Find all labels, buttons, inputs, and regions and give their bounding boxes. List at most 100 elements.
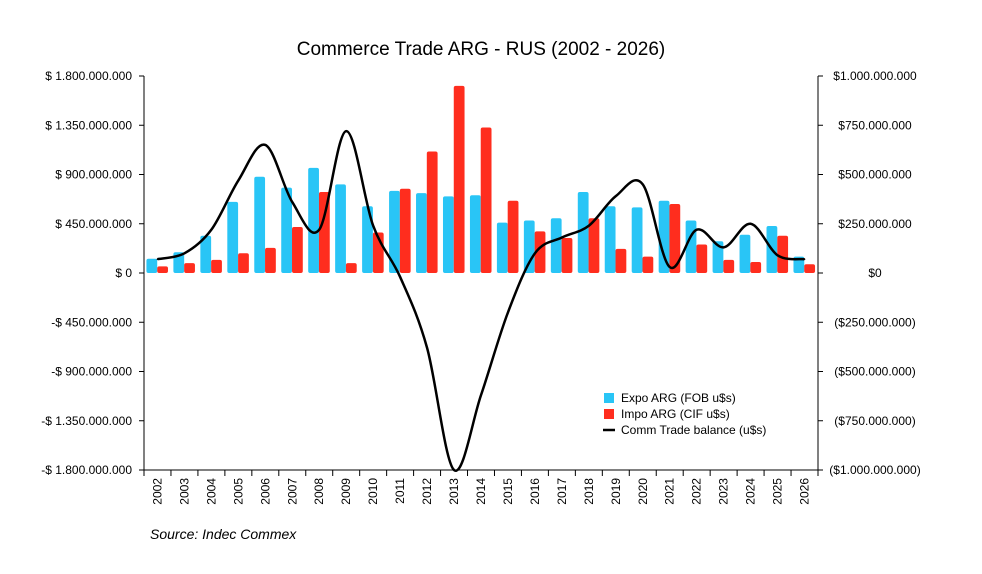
bar-impo-2024 xyxy=(750,262,762,273)
bar-impo-2020 xyxy=(642,256,654,273)
bar-impo-2013 xyxy=(453,85,465,273)
balance-point-2019 xyxy=(615,195,617,197)
balance-point-2003 xyxy=(183,252,186,255)
bar-impo-2015 xyxy=(507,200,519,273)
bar-impo-2014 xyxy=(480,127,492,273)
left-tick-label: $ 1.800.000.000 xyxy=(45,69,132,83)
balance-point-2007 xyxy=(291,201,294,203)
x-tick-label-2019: 2019 xyxy=(609,478,623,505)
legend-swatch-1 xyxy=(604,409,614,419)
left-tick-label: -$ 1.800.000.000 xyxy=(41,463,132,477)
bar-expo-2023 xyxy=(712,241,724,273)
legend-label-0: Expo ARG (FOB u$s) xyxy=(621,391,736,405)
bar-expo-2024 xyxy=(739,234,751,273)
line-layer xyxy=(156,129,806,472)
bar-impo-2008 xyxy=(318,192,330,273)
x-tick-label-2017: 2017 xyxy=(555,478,569,505)
bar-impo-2017 xyxy=(561,237,573,273)
bar-expo-2019 xyxy=(604,206,616,273)
bar-expo-2008 xyxy=(308,167,319,273)
bar-expo-2017 xyxy=(550,218,562,273)
x-tick-label-2009: 2009 xyxy=(339,478,353,505)
balance-point-2022 xyxy=(695,228,698,231)
left-tick-label: -$ 900.000.000 xyxy=(51,365,132,379)
chart-title: Commerce Trade ARG - RUS (2002 - 2026) xyxy=(297,39,666,60)
x-tick-label-2005: 2005 xyxy=(231,478,245,505)
bar-impo-2011 xyxy=(399,188,411,273)
balance-point-2020 xyxy=(641,183,644,186)
bar-expo-2026 xyxy=(793,256,805,273)
bar-impo-2007 xyxy=(292,227,303,273)
x-tick-label-2020: 2020 xyxy=(636,478,650,505)
bar-impo-2009 xyxy=(345,263,357,273)
bar-impo-2003 xyxy=(184,263,195,273)
left-tick-label: $ 1.350.000.000 xyxy=(45,118,132,132)
x-tick-label-2010: 2010 xyxy=(366,478,380,505)
balance-point-2014 xyxy=(480,394,482,396)
left-tick-label: $ 900.000.000 xyxy=(55,168,132,182)
bar-expo-2020 xyxy=(631,207,643,273)
x-tick-label-2013: 2013 xyxy=(447,478,461,505)
x-tick-label-2002: 2002 xyxy=(150,478,164,505)
bar-expo-2022 xyxy=(685,220,697,273)
x-tick-label-2003: 2003 xyxy=(177,478,191,505)
bar-expo-2013 xyxy=(442,196,454,273)
right-tick-label: ($250.000.000) xyxy=(834,315,915,329)
right-tick-label: $1.000.000.000 xyxy=(833,69,917,83)
bar-expo-2018 xyxy=(577,192,589,273)
balance-point-2012 xyxy=(426,347,428,349)
bar-impo-2004 xyxy=(211,259,222,273)
balance-point-2010 xyxy=(372,224,374,227)
left-tick-label: $ 0 xyxy=(115,266,132,280)
x-tick-label-2023: 2023 xyxy=(717,478,731,505)
x-tick-label-2014: 2014 xyxy=(474,478,488,505)
balance-point-2025 xyxy=(776,254,779,257)
bar-impo-2022 xyxy=(696,244,708,273)
bar-expo-2012 xyxy=(416,193,427,273)
bar-impo-2016 xyxy=(534,231,546,273)
balance-point-2015 xyxy=(507,311,509,314)
x-tick-label-2016: 2016 xyxy=(528,478,542,505)
bar-expo-2009 xyxy=(335,184,346,273)
axes-layer: $ 1.800.000.000 $ 1.350.000.000 $ 900.000.… xyxy=(41,69,920,505)
left-tick-label: -$ 1.350.000.000 xyxy=(41,414,132,428)
bar-impo-2026 xyxy=(804,264,816,273)
right-tick-label: ($1.000.000.000) xyxy=(829,463,920,477)
bars-layer xyxy=(146,85,816,273)
bar-expo-2002 xyxy=(146,258,158,273)
right-tick-label: ($500.000.000) xyxy=(834,365,915,379)
source-note: Source: Indec Commex xyxy=(150,526,297,542)
bar-impo-2019 xyxy=(615,248,627,273)
balance-point-2004 xyxy=(210,228,213,231)
balance-point-2021 xyxy=(668,266,671,268)
balance-point-2023 xyxy=(722,246,725,249)
bar-expo-2014 xyxy=(469,195,481,273)
bar-impo-2002 xyxy=(157,266,168,273)
left-tick-label: $ 450.000.000 xyxy=(55,217,132,231)
x-tick-label-2006: 2006 xyxy=(258,478,272,505)
x-tick-label-2018: 2018 xyxy=(582,478,596,505)
x-tick-label-2012: 2012 xyxy=(420,478,434,505)
balance-point-2024 xyxy=(749,222,752,225)
bar-expo-2004 xyxy=(200,235,212,273)
bar-impo-2005 xyxy=(238,253,249,273)
right-tick-label: $250.000.000 xyxy=(838,217,912,231)
x-tick-label-2004: 2004 xyxy=(204,478,218,505)
balance-point-2026 xyxy=(803,258,806,261)
x-tick-label-2007: 2007 xyxy=(285,478,299,505)
bar-expo-2006 xyxy=(254,176,266,273)
x-tick-label-2011: 2011 xyxy=(393,478,407,504)
x-tick-label-2008: 2008 xyxy=(312,478,326,505)
x-tick-label-2025: 2025 xyxy=(771,478,785,505)
legend-label-2: Comm Trade balance (u$s) xyxy=(621,423,766,437)
x-tick-label-2022: 2022 xyxy=(690,478,704,505)
bar-expo-2011 xyxy=(389,190,400,273)
right-tick-label: $750.000.000 xyxy=(838,118,912,132)
bar-impo-2021 xyxy=(669,204,681,273)
bar-impo-2018 xyxy=(588,218,600,273)
bar-expo-2007 xyxy=(281,187,293,273)
bar-expo-2005 xyxy=(227,201,239,273)
balance-point-2011 xyxy=(399,276,401,278)
balance-point-2013 xyxy=(453,469,455,471)
